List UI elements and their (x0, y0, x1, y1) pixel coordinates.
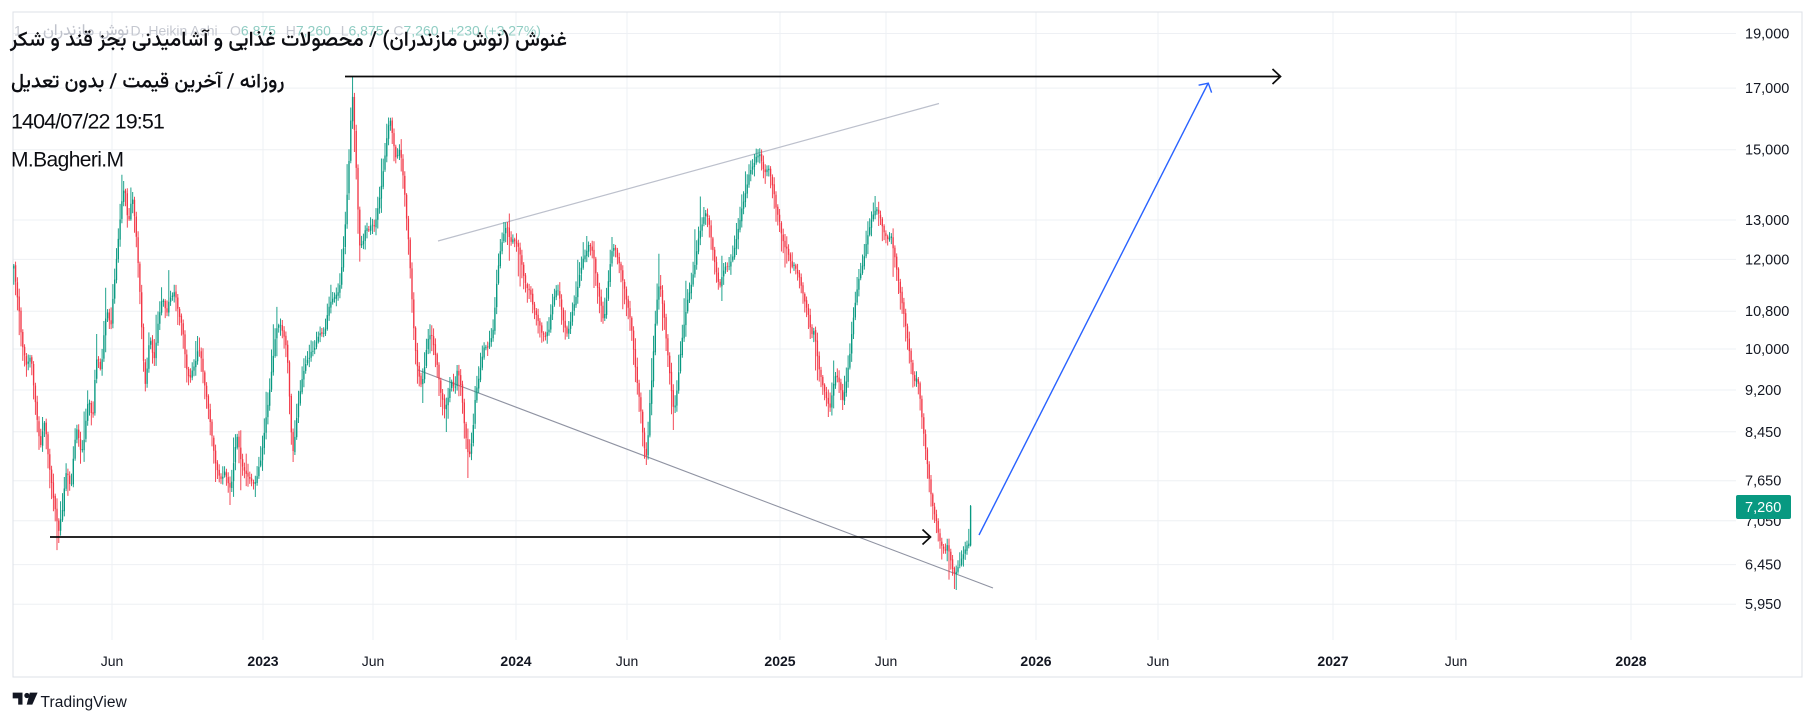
svg-text:Jun: Jun (1445, 653, 1468, 669)
svg-text:13,000: 13,000 (1745, 213, 1789, 229)
svg-text:2027: 2027 (1317, 653, 1348, 669)
svg-text:7,260: 7,260 (1745, 500, 1781, 516)
svg-text:9,200: 9,200 (1745, 383, 1781, 399)
svg-text:10,800: 10,800 (1745, 304, 1789, 320)
svg-text:2024: 2024 (500, 653, 531, 669)
svg-text:1: 1 (14, 23, 22, 39)
svg-text:2028: 2028 (1615, 653, 1646, 669)
svg-text:15,000: 15,000 (1745, 143, 1789, 159)
svg-text:Jun: Jun (875, 653, 898, 669)
svg-text:Jun: Jun (616, 653, 639, 669)
svg-text:1404/07/22 19:51: 1404/07/22 19:51 (11, 110, 164, 134)
svg-text:7,650: 7,650 (1745, 474, 1781, 490)
svg-text:M.Bagheri.M: M.Bagheri.M (11, 149, 123, 172)
svg-text:6,450: 6,450 (1745, 558, 1781, 574)
svg-text:Jun: Jun (1147, 653, 1170, 669)
svg-text:TradingView: TradingView (41, 694, 128, 711)
svg-text:2023: 2023 (247, 653, 278, 669)
svg-text:8,450: 8,450 (1745, 425, 1781, 441)
svg-text:2025: 2025 (764, 653, 795, 669)
svg-text:Jun: Jun (362, 653, 385, 669)
svg-text:19,000: 19,000 (1745, 27, 1789, 43)
svg-text:10,000: 10,000 (1745, 342, 1789, 358)
svg-text:5,950: 5,950 (1745, 597, 1781, 613)
svg-text:2026: 2026 (1020, 653, 1051, 669)
svg-text:17,000: 17,000 (1745, 81, 1789, 97)
svg-text:Jun: Jun (101, 653, 124, 669)
svg-text:12,000: 12,000 (1745, 252, 1789, 268)
